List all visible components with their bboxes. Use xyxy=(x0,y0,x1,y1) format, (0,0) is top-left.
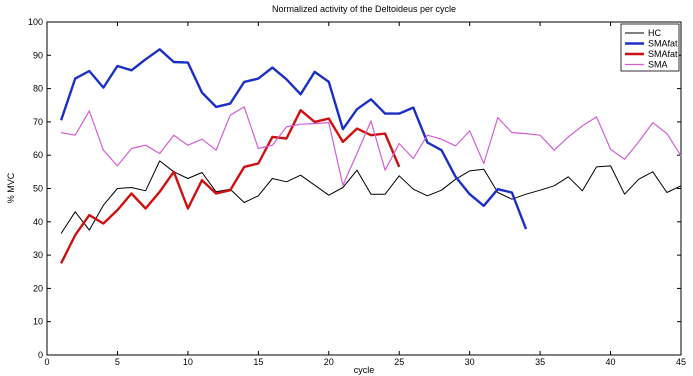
x-tick-label: 15 xyxy=(253,357,263,367)
y-axis: 0 10 20 30 40 50 60 70 80 90 100 xyxy=(28,17,681,360)
legend-box xyxy=(620,23,680,72)
y-tick-label: 90 xyxy=(33,50,43,60)
x-tick-label: 35 xyxy=(535,357,545,367)
legend-label-0: HC xyxy=(648,28,661,38)
series-line-1 xyxy=(59,48,528,230)
y-tick-label: 0 xyxy=(38,350,43,360)
x-tick-label: 5 xyxy=(115,357,120,367)
y-tick-label: 50 xyxy=(33,184,43,194)
legend-label-3: SMA xyxy=(648,60,668,70)
y-axis-title: % MVC xyxy=(6,172,16,203)
y-tick-label: 10 xyxy=(33,317,43,327)
y-tick-label: 70 xyxy=(33,117,43,127)
y-tick-label: 100 xyxy=(28,17,43,27)
series-lines xyxy=(59,48,682,264)
legend-label-1: SMAfat xyxy=(648,39,678,49)
x-tick-label: 10 xyxy=(183,357,193,367)
series-line-0 xyxy=(60,160,682,234)
chart-title: Normalized activity of the Deltoideus pe… xyxy=(272,4,456,14)
series-line-2 xyxy=(60,108,401,264)
x-axis-title: cycle xyxy=(354,365,375,375)
x-tick-label: 45 xyxy=(676,357,686,367)
x-axis: 0 5 10 15 20 25 30 35 40 45 xyxy=(44,22,686,367)
x-tick-label: 30 xyxy=(465,357,475,367)
x-tick-label: 20 xyxy=(324,357,334,367)
x-tick-label: 40 xyxy=(606,357,616,367)
x-tick-label: 25 xyxy=(394,357,404,367)
plot-area xyxy=(46,21,682,356)
y-tick-label: 30 xyxy=(33,250,43,260)
y-tick-label: 40 xyxy=(33,217,43,227)
y-tick-label: 20 xyxy=(33,283,43,293)
series-line-3 xyxy=(60,106,682,186)
legend-label-2: SMAfat xyxy=(648,49,678,59)
x-tick-label: 0 xyxy=(44,357,49,367)
y-tick-label: 80 xyxy=(33,84,43,94)
y-tick-label: 60 xyxy=(33,150,43,160)
